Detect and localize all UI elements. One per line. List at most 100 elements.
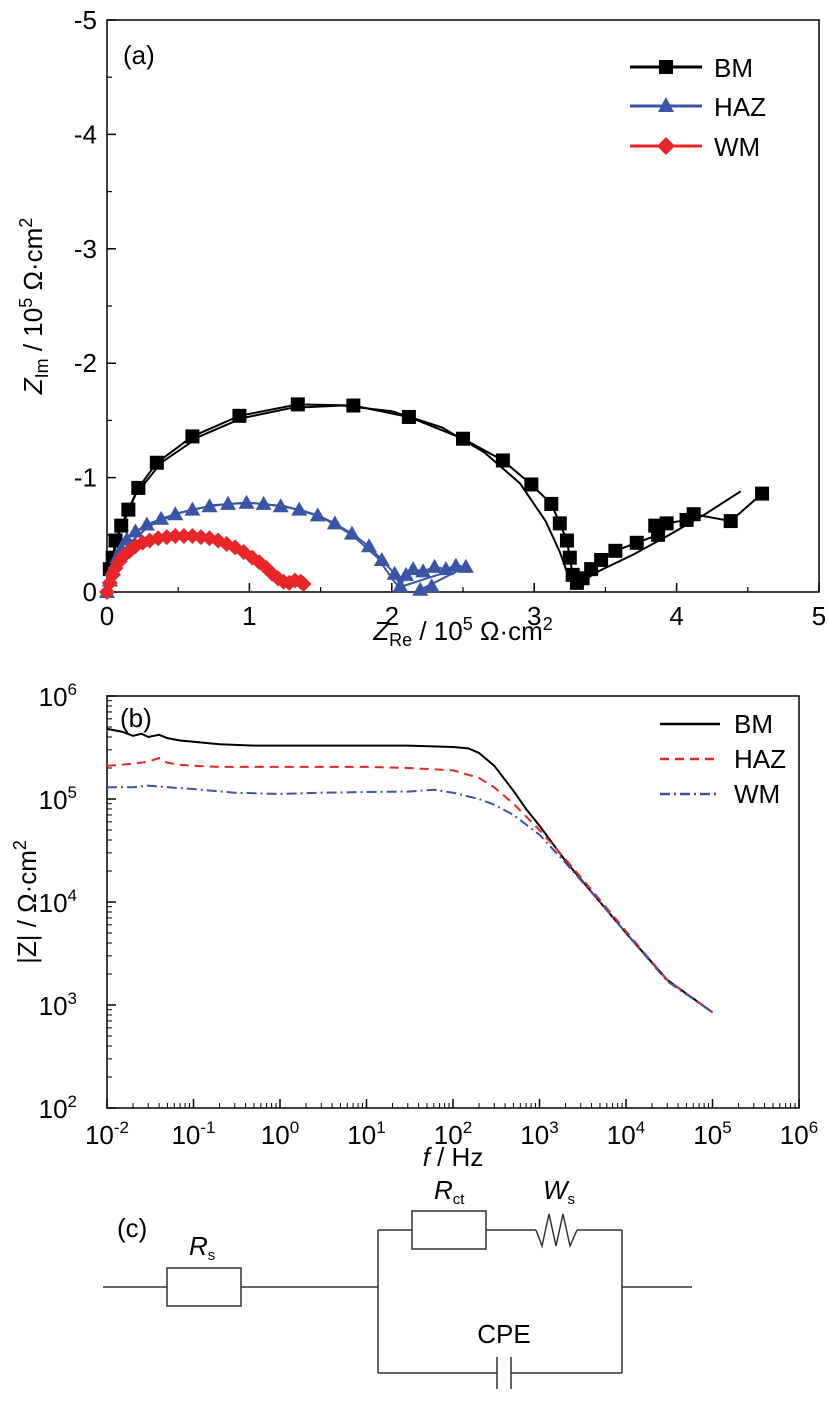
data-point-haz xyxy=(386,565,403,580)
data-point-bm xyxy=(114,518,129,533)
legend-label-haz: HAZ xyxy=(714,92,766,122)
data-point-bm xyxy=(346,398,361,413)
data-point-haz xyxy=(343,525,360,540)
x-tick-label-b: 10-1 xyxy=(171,1118,215,1150)
nyquist-plot: 0 1 2 3 4 5 0 -1 -2 -3 -4 -5 (a) BM HAZ WM ZRe / 10… xyxy=(16,5,826,650)
y-tick-label-b: 104 xyxy=(39,886,77,918)
data-point-haz xyxy=(118,531,135,546)
resistor-rs xyxy=(166,1267,242,1307)
x-tick-label-b: 10-2 xyxy=(85,1118,129,1150)
data-point-haz xyxy=(184,501,201,516)
x-tick-label-b: 102 xyxy=(434,1118,472,1150)
data-point-bm xyxy=(723,514,738,529)
label-cpe: CPE xyxy=(477,1319,530,1349)
x-tick-label-b: 100 xyxy=(261,1118,299,1150)
legend-label-bm: BM xyxy=(714,53,753,83)
label-ws: Ws xyxy=(543,1175,575,1208)
data-point-bm xyxy=(629,535,644,550)
series-line-bm xyxy=(106,727,714,1014)
data-point-haz xyxy=(220,495,237,510)
y-tick-label-a: -4 xyxy=(74,119,97,149)
x-tick-label-b: 101 xyxy=(347,1118,385,1150)
data-point-bm xyxy=(456,431,470,446)
series-line-wm xyxy=(107,784,714,1014)
data-line-bm xyxy=(108,403,763,585)
x-tick-label-a: 5 xyxy=(812,601,826,631)
data-point-bm xyxy=(232,408,247,423)
data-point-bm xyxy=(552,516,567,531)
series-group-a xyxy=(99,397,770,600)
data-point-bm xyxy=(544,496,559,511)
y-axis-title-a: ZIm / 105 Ω·cm2 xyxy=(16,218,52,396)
legend-marker-bm xyxy=(659,60,673,74)
data-point-bm xyxy=(562,550,577,565)
legend-marker-wm xyxy=(657,137,675,155)
fit-line-bm xyxy=(106,404,742,593)
label-rct: Rct xyxy=(434,1175,465,1208)
legend-b: BM HAZ WM xyxy=(660,709,786,809)
y-tick-label-b: 105 xyxy=(39,783,77,815)
y-axis-title-b: |Z| / Ω·cm2 xyxy=(10,840,42,964)
data-point-bm xyxy=(185,429,200,444)
data-point-haz xyxy=(457,558,474,573)
x-axis-title-b: f / Hz xyxy=(423,1142,484,1172)
data-point-haz xyxy=(291,501,308,516)
data-point-bm xyxy=(594,552,609,567)
resistor-rct xyxy=(411,1210,487,1250)
data-point-haz xyxy=(238,494,255,509)
data-point-haz xyxy=(405,561,422,576)
data-point-wm xyxy=(175,527,192,544)
data-point-bm xyxy=(121,502,136,517)
data-point-bm xyxy=(686,507,701,522)
series-line-haz xyxy=(106,756,714,1014)
label-rs: Rs xyxy=(189,1231,215,1264)
x-axis-title-a: ZRe / 105 Ω·cm2 xyxy=(372,614,553,650)
panel-label-a: (a) xyxy=(123,40,155,70)
data-point-bm xyxy=(648,518,663,533)
y-tick-label-a: 0 xyxy=(83,577,97,607)
y-tick-label-b: 103 xyxy=(39,989,77,1021)
data-point-bm xyxy=(401,409,416,424)
data-point-haz xyxy=(167,506,184,521)
data-point-haz xyxy=(392,578,409,593)
x-tick-label-a: 4 xyxy=(669,601,683,631)
data-point-bm xyxy=(290,397,305,412)
data-point-haz xyxy=(326,515,343,530)
legend-label-wm: WM xyxy=(714,132,760,162)
data-point-bm xyxy=(149,455,164,470)
x-tick-label-b: 103 xyxy=(520,1118,558,1150)
data-point-bm xyxy=(659,516,674,531)
panel-label-b: (b) xyxy=(120,703,152,733)
data-point-haz xyxy=(447,557,464,572)
data-point-bm xyxy=(131,480,146,495)
y-tick-label-a: -3 xyxy=(74,234,97,264)
x-tick-label-a: 1 xyxy=(242,601,256,631)
x-tick-label-a: 2 xyxy=(385,601,399,631)
data-point-haz xyxy=(127,523,144,538)
data-point-haz xyxy=(153,510,170,525)
data-point-haz xyxy=(415,563,432,578)
data-point-haz xyxy=(423,578,440,593)
data-point-bm xyxy=(524,477,539,492)
data-point-haz xyxy=(309,507,326,522)
x-tick-label-a: 3 xyxy=(527,601,541,631)
data-point-haz xyxy=(272,498,289,513)
data-point-wm xyxy=(167,527,184,544)
y-tick-label-a: -1 xyxy=(74,463,97,493)
legend-marker-haz xyxy=(658,97,674,112)
warburg-element xyxy=(535,1213,578,1249)
x-tick-label-b: 104 xyxy=(607,1118,645,1150)
legend-a: BM HAZ WM xyxy=(630,53,766,162)
legend-label-haz-b: HAZ xyxy=(734,744,786,774)
data-point-haz xyxy=(373,551,390,566)
series-group-b xyxy=(106,727,714,1014)
data-point-haz xyxy=(426,558,443,573)
data-point-bm xyxy=(108,533,123,548)
data-point-wm xyxy=(295,575,312,592)
data-point-bm xyxy=(608,543,623,558)
axis-ticks-b: 10-2 10-1 100 101 102 103 104 105 106 102 103 104 10… xyxy=(39,680,819,1150)
x-tick-label-a: 0 xyxy=(100,601,114,631)
data-point-haz xyxy=(138,516,155,531)
y-tick-label-a: -5 xyxy=(74,5,97,35)
